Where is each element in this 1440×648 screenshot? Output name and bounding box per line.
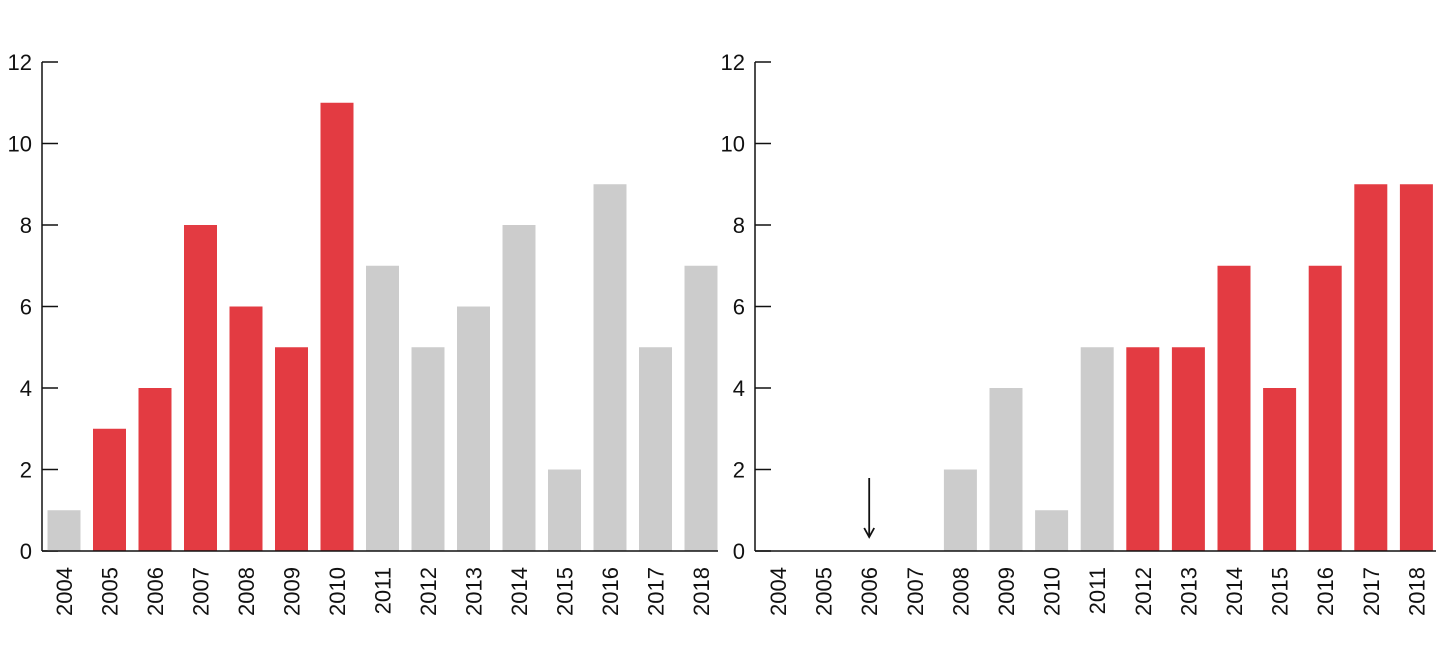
y-tick-label: 8: [20, 213, 32, 238]
y-tick-label: 0: [733, 539, 745, 564]
bar-2013: [1171, 347, 1205, 551]
x-tick-label: 2011: [1085, 567, 1110, 614]
x-tick-label: 2016: [598, 567, 623, 616]
x-tick-label: 2005: [812, 567, 837, 616]
bar-2009: [989, 388, 1023, 551]
bar-2012: [1126, 347, 1160, 551]
x-tick-label: 2013: [1176, 567, 1201, 616]
x-tick-label: 2007: [903, 567, 928, 616]
bar-2016: [593, 184, 627, 551]
bar-2014: [1217, 265, 1251, 551]
x-tick-label: 2014: [507, 567, 532, 616]
y-tick-label: 2: [20, 458, 32, 483]
x-tick-label: 2017: [1359, 567, 1384, 616]
bar-2011: [1080, 347, 1114, 551]
x-tick-label: 2008: [234, 567, 259, 616]
x-tick-label: 2013: [462, 567, 487, 616]
x-tick-label: 2005: [98, 567, 123, 616]
bar-2007: [184, 225, 217, 551]
bar-2018: [1399, 184, 1433, 551]
right-bar-chart: 0 2 4 6 8 10 12 2004 2005 2006 2007 2008 2009 2010 201…: [721, 50, 1436, 616]
y-tick-label: 8: [733, 213, 745, 238]
y-tick-label: 4: [20, 376, 32, 401]
down-arrow-icon: [863, 478, 875, 539]
bar-2008: [229, 306, 263, 551]
y-tick-label: 2: [733, 458, 745, 483]
x-tick-label: 2004: [766, 567, 791, 616]
y-tick-label: 10: [8, 132, 32, 157]
bar-2005: [93, 428, 126, 551]
y-tick-label: 12: [8, 50, 32, 75]
bar-2010: [1035, 510, 1069, 551]
x-tick-label: 2011: [371, 567, 396, 614]
bar-2006: [138, 388, 172, 551]
bar-2016: [1308, 265, 1342, 551]
bar-2015: [548, 469, 581, 551]
y-tick-label: 0: [20, 539, 32, 564]
y-tick-label: 10: [721, 132, 745, 157]
x-tick-label: 2017: [644, 567, 669, 616]
x-tick-label: 2018: [1404, 567, 1429, 616]
bar-2018: [684, 265, 718, 551]
x-tick-label: 2010: [1040, 567, 1065, 616]
bar-2009: [275, 347, 308, 551]
x-tick-label: 2008: [948, 567, 973, 616]
x-tick-label: 2006: [857, 567, 882, 616]
x-tick-label: 2006: [143, 567, 168, 616]
x-tick-label: 2007: [189, 567, 214, 616]
bar-2014: [502, 225, 536, 551]
x-tick-label: 2009: [280, 567, 305, 616]
left-bar-chart: 0 2 4 6 8 10 12 2004 2005 2006 2007 2008 2009 2010 201…: [8, 50, 718, 616]
x-tick-label: 2009: [994, 567, 1019, 616]
y-tick-label: 12: [721, 50, 745, 75]
x-tick-label: 2012: [416, 567, 441, 616]
bar-2012: [411, 347, 445, 551]
bar-2008: [943, 469, 977, 551]
bar-2017: [639, 347, 672, 551]
bar-2010: [320, 102, 354, 551]
x-tick-label: 2018: [689, 567, 714, 616]
x-tick-label: 2015: [553, 567, 578, 616]
bar-2004: [47, 510, 81, 551]
bar-2015: [1263, 388, 1297, 551]
y-tick-label: 4: [733, 376, 745, 401]
bar-2011: [366, 265, 399, 551]
x-tick-label: 2016: [1313, 567, 1338, 616]
x-tick-label: 2010: [325, 567, 350, 616]
y-tick-label: 6: [733, 295, 745, 320]
bar-2017: [1354, 184, 1388, 551]
x-tick-label: 2014: [1222, 567, 1247, 616]
bar-2013: [457, 306, 490, 551]
x-tick-label: 2012: [1131, 567, 1156, 616]
x-tick-label: 2015: [1268, 567, 1293, 616]
y-tick-label: 6: [20, 295, 32, 320]
x-tick-label: 2004: [52, 567, 77, 616]
